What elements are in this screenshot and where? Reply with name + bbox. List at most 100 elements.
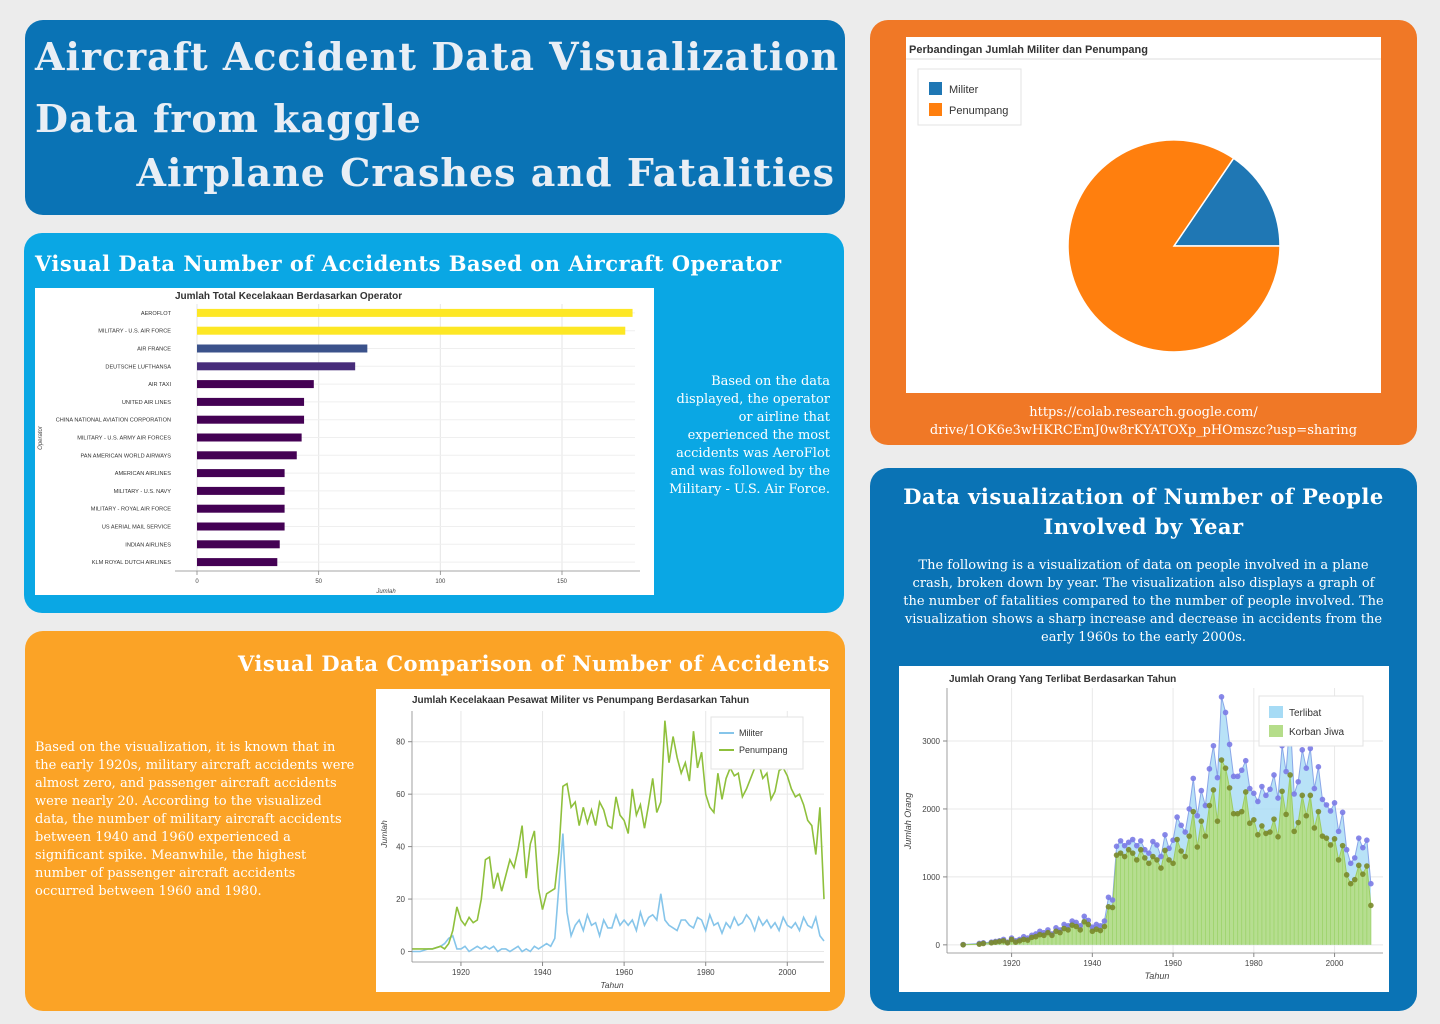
data-point: [1077, 927, 1083, 933]
y-axis-label: Operator: [38, 425, 44, 450]
data-point: [1146, 861, 1152, 867]
data-point: [1219, 694, 1225, 700]
operator-description: Based on the data displayed, the operato…: [664, 373, 830, 499]
data-point: [1368, 881, 1374, 887]
people-description: The following is a visualization of data…: [900, 557, 1387, 647]
bar: [197, 380, 314, 388]
x-tick-label: 1980: [697, 968, 715, 977]
data-point: [1102, 924, 1108, 930]
data-point: [1118, 838, 1124, 844]
data-point: [1336, 857, 1342, 863]
bar: [197, 540, 280, 548]
data-point: [1340, 843, 1346, 849]
colab-link[interactable]: https://colab.research.google.com/drive/…: [870, 404, 1417, 440]
legend-label: Korban Jiwa: [1289, 727, 1344, 738]
data-point: [1114, 844, 1120, 850]
data-point: [1199, 788, 1205, 794]
header-title-line2: Data from kaggle: [35, 96, 422, 141]
data-point: [1186, 833, 1192, 839]
y-tick-label: 1000: [922, 873, 940, 882]
y-tick-label: 40: [396, 843, 405, 852]
data-point: [1263, 793, 1269, 799]
chart-title: Perbandingan Jumlah Militer dan Penumpan…: [909, 44, 1148, 56]
data-point: [1154, 842, 1160, 848]
data-point: [1320, 797, 1326, 803]
data-point: [1194, 844, 1200, 850]
y-tick-label: MILITARY - U.S. ARMY AIR FORCES: [77, 436, 171, 442]
data-point: [1223, 765, 1229, 771]
data-point: [1364, 863, 1370, 869]
data-point: [1102, 918, 1108, 924]
data-point: [1098, 928, 1104, 934]
comparison-chart: Jumlah Kecelakaan Pesawat Militer vs Pen…: [376, 689, 830, 992]
data-point: [1194, 813, 1200, 819]
y-tick-label: PAN AMERICAN WORLD AIRWAYS: [80, 453, 171, 459]
data-point: [1182, 829, 1188, 835]
operator-panel: Visual Data Number of Accidents Based on…: [24, 233, 844, 613]
legend-swatch: [1269, 706, 1283, 718]
data-point: [1122, 854, 1128, 860]
data-point: [1178, 822, 1184, 828]
operator-section-title: Visual Data Number of Accidents Based on…: [35, 251, 782, 276]
data-point: [1243, 758, 1249, 764]
data-point: [1239, 767, 1245, 773]
legend-swatch: [1269, 725, 1283, 737]
y-tick-label: 2000: [922, 805, 940, 814]
chart-title: Jumlah Orang Yang Terlibat Berdasarkan T…: [949, 674, 1176, 685]
data-point: [1251, 817, 1257, 823]
y-tick-label: MILITARY - U.S. NAVY: [114, 489, 172, 495]
data-point: [1138, 838, 1144, 844]
y-axis-label: Jumlah Orang: [903, 793, 913, 851]
bar: [197, 327, 625, 335]
data-point: [1299, 793, 1305, 799]
people-chart: Jumlah Orang Yang Terlibat Berdasarkan T…: [899, 666, 1389, 992]
bar: [197, 523, 285, 531]
bar: [197, 451, 297, 459]
x-tick-label: 2000: [1326, 959, 1344, 968]
pie-chart: Perbandingan Jumlah Militer dan Penumpan…: [906, 37, 1381, 393]
data-point: [1283, 812, 1289, 818]
y-tick-label: US AERIAL MAIL SERVICE: [102, 525, 171, 531]
y-tick-label: INDIAN AIRLINES: [125, 542, 171, 548]
x-axis-label: Tahun: [1145, 971, 1170, 981]
data-point: [1324, 835, 1330, 841]
data-point: [1255, 799, 1261, 805]
data-point: [1340, 810, 1346, 816]
data-point: [1203, 833, 1209, 839]
y-tick-label: 0: [936, 941, 941, 950]
data-point: [981, 941, 987, 947]
data-point: [1348, 881, 1354, 887]
data-point: [1138, 847, 1144, 853]
data-point: [1360, 871, 1366, 877]
data-point: [1134, 857, 1140, 863]
series-line: [412, 834, 824, 952]
x-tick-label: 150: [557, 579, 568, 585]
data-point: [1303, 813, 1309, 819]
data-point: [1295, 820, 1301, 826]
pie-chart-svg: Perbandingan Jumlah Militer dan Penumpan…: [906, 37, 1381, 393]
data-point: [1255, 832, 1261, 838]
y-tick-label: MILITARY - U.S. AIR FORCE: [98, 329, 171, 335]
data-point: [1344, 872, 1350, 878]
data-point: [1287, 772, 1293, 778]
header-panel: Aircraft Accident Data Visualization Dat…: [25, 20, 845, 215]
y-tick-label: MILITARY - ROYAL AIR FORCE: [91, 507, 171, 513]
data-point: [1324, 802, 1330, 808]
data-point: [1291, 791, 1297, 797]
data-point: [1275, 795, 1281, 801]
data-point: [1227, 785, 1233, 791]
data-point: [1049, 933, 1055, 939]
data-point: [1352, 877, 1358, 883]
y-tick-label: 20: [396, 895, 405, 904]
data-point: [1267, 786, 1273, 792]
bar: [197, 558, 277, 566]
y-tick-label: 3000: [922, 737, 940, 746]
y-tick-label: KLM ROYAL DUTCH AIRLINES: [92, 560, 172, 566]
chart-title: Jumlah Total Kecelakaan Berdasarkan Oper…: [175, 291, 402, 302]
comparison-line-chart-svg: Jumlah Kecelakaan Pesawat Militer vs Pen…: [376, 689, 830, 992]
x-tick-label: 50: [315, 579, 322, 585]
y-tick-label: CHINA NATIONAL AVIATION CORPORATION: [56, 418, 171, 424]
comparison-section-title: Visual Data Comparison of Number of Acci…: [238, 651, 830, 676]
legend-label: Militer: [949, 84, 979, 96]
y-tick-label: 80: [396, 738, 405, 747]
